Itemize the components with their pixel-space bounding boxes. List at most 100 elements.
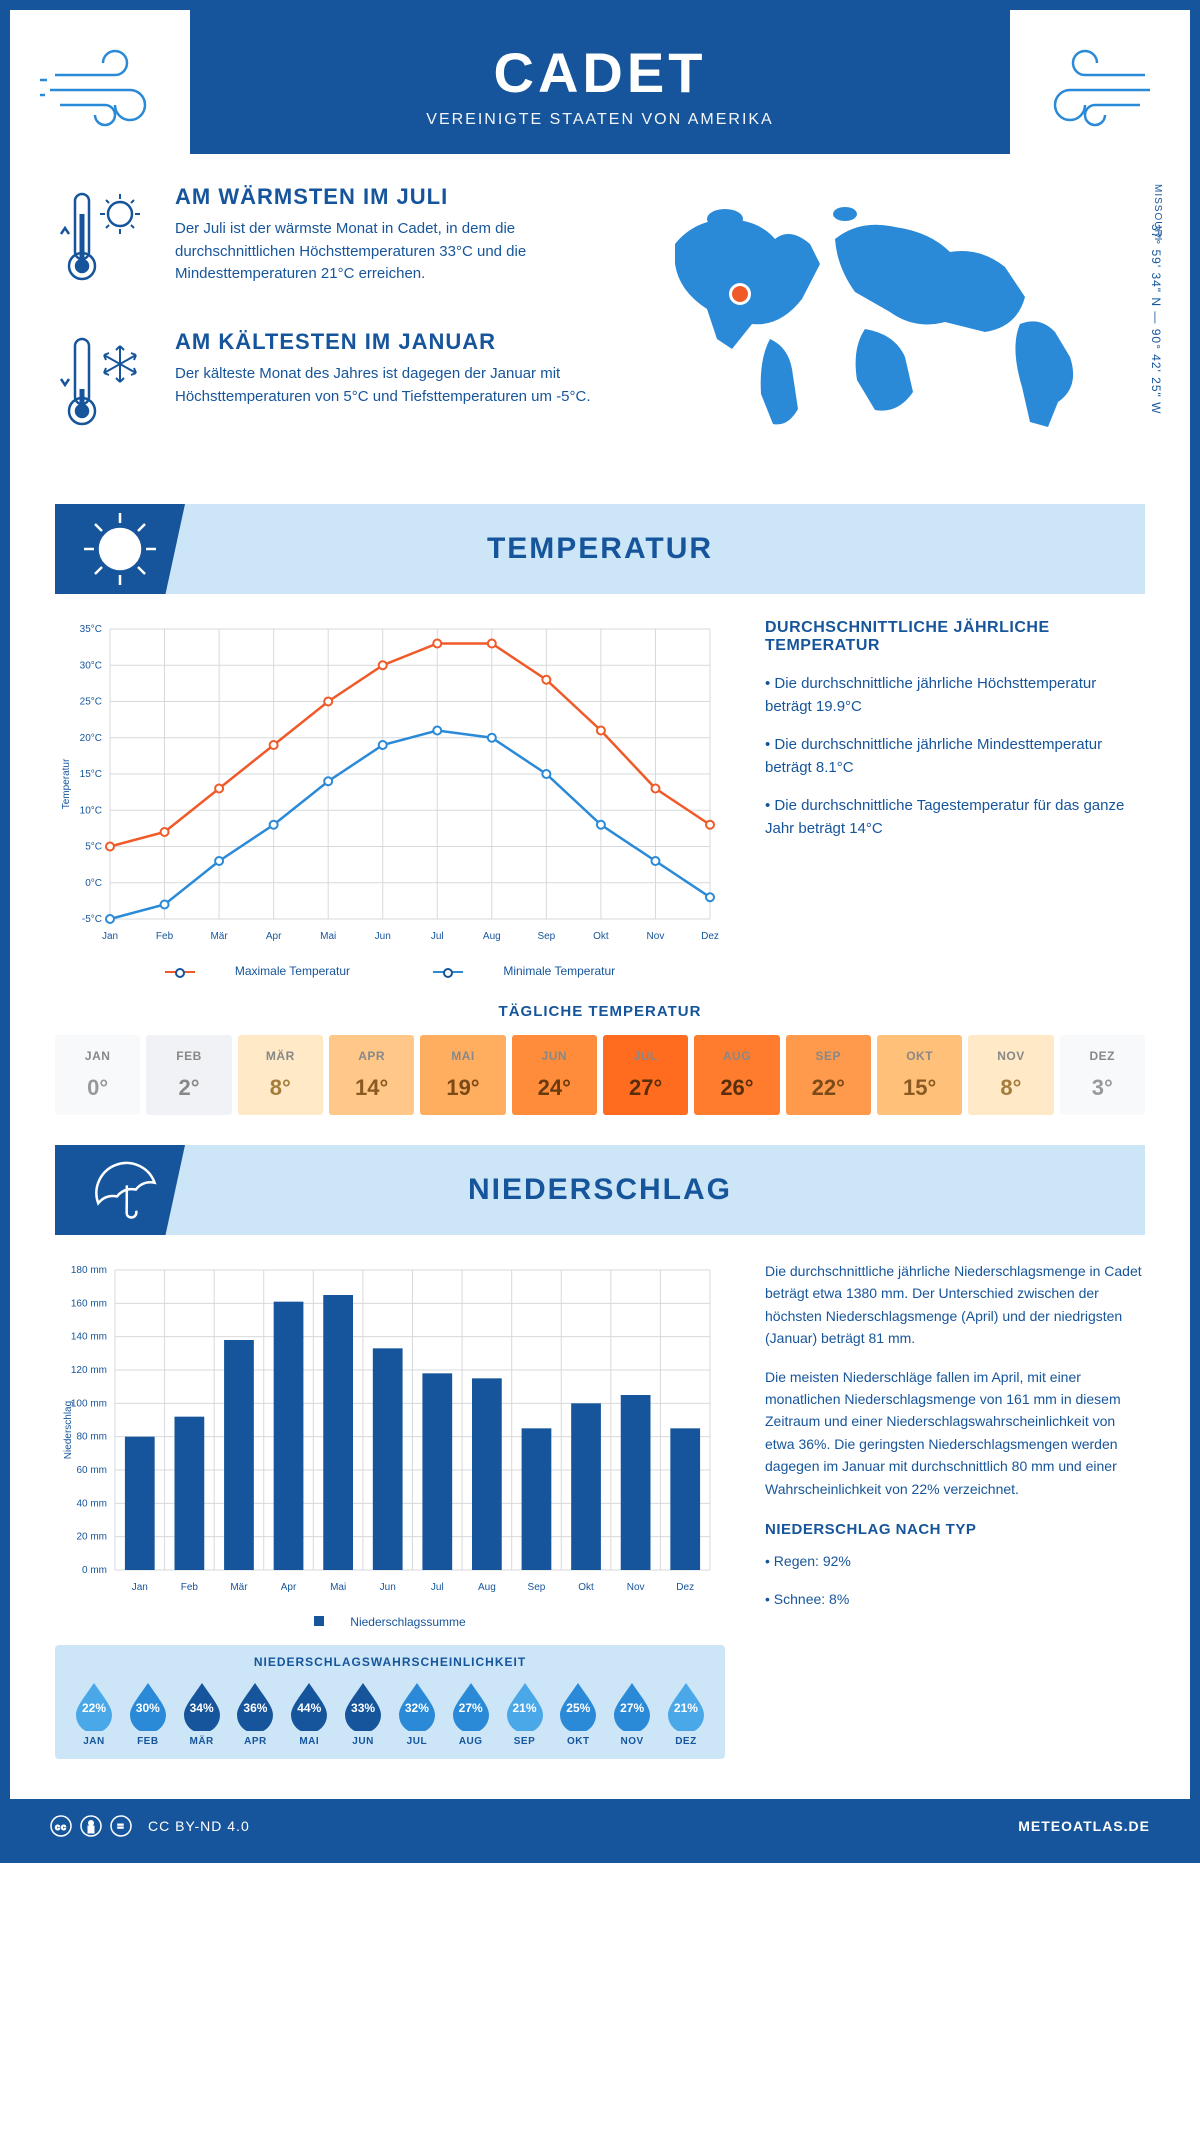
svg-text:30°C: 30°C [80,660,102,671]
temperature-chart: -5°C0°C5°C10°C15°C20°C25°C30°C35°CJanFeb… [55,619,725,949]
svg-text:10°C: 10°C [80,805,102,816]
temperature-section-header: TEMPERATUR [55,504,1145,594]
prob-drop: 21%SEP [500,1679,550,1747]
coldest-title: AM KÄLTESTEN IM JANUAR [175,329,595,355]
svg-text:180 mm: 180 mm [71,1265,107,1276]
prob-drop: 33%JUN [338,1679,388,1747]
temp-legend: Maximale Temperatur Minimale Temperatur [55,964,725,978]
header-corner-right [1010,10,1190,160]
svg-text:Jul: Jul [431,931,444,942]
temp-bullet-2: • Die durchschnittliche jährliche Mindes… [765,734,1145,779]
prob-drop: 27%AUG [446,1679,496,1747]
precip-legend: Niederschlagssumme [55,1615,725,1629]
svg-text:Temperatur: Temperatur [61,758,72,809]
svg-text:0°C: 0°C [85,878,102,889]
svg-text:160 mm: 160 mm [71,1298,107,1309]
page-frame: CADET VEREINIGTE STAATEN VON AMERIKA AM … [0,0,1200,1863]
coords-label: 37° 59' 34" N — 90° 42' 25" W [1149,224,1163,414]
daily-temp-cell: SEP22° [786,1035,871,1115]
precip-type-title: NIEDERSCHLAG NACH TYP [765,1518,1145,1542]
daily-temp-title: TÄGLICHE TEMPERATUR [55,1003,1145,1020]
svg-text:20 mm: 20 mm [76,1532,107,1543]
daily-temp-grid: JAN0°FEB2°MÄR8°APR14°MAI19°JUN24°JUL27°A… [55,1035,1145,1115]
prob-drop: 30%FEB [123,1679,173,1747]
svg-text:Dez: Dez [701,931,719,942]
svg-text:0 mm: 0 mm [82,1565,107,1576]
prob-title: NIEDERSCHLAGSWAHRSCHEINLICHKEIT [69,1655,711,1669]
daily-temp-cell: APR14° [329,1035,414,1115]
prob-drop: 27%NOV [607,1679,657,1747]
svg-text:5°C: 5°C [85,842,102,853]
coldest-text: Der kälteste Monat des Jahres ist dagege… [175,363,595,408]
temp-summary-title: DURCHSCHNITTLICHE JÄHRLICHE TEMPERATUR [765,619,1145,655]
svg-text:Sep: Sep [528,1582,546,1593]
warmest-text: Der Juli ist der wärmste Monat in Cadet,… [175,218,595,286]
extremes-column: AM WÄRMSTEN IM JULI Der Juli ist der wär… [55,184,595,474]
svg-text:100 mm: 100 mm [71,1398,107,1409]
prob-drop: 22%JAN [69,1679,119,1747]
precip-legend-label: Niederschlagssumme [350,1615,465,1629]
prob-drop: 36%APR [230,1679,280,1747]
daily-temp-cell: MAI19° [420,1035,505,1115]
daily-temp-cell: JUN24° [512,1035,597,1115]
svg-text:cc: cc [55,1822,67,1832]
temp-summary: DURCHSCHNITTLICHE JÄHRLICHE TEMPERATUR •… [765,619,1145,978]
daily-temp-cell: AUG26° [694,1035,779,1115]
cc-license: cc = CC BY-ND 4.0 [50,1815,250,1837]
svg-text:Niederschlag: Niederschlag [63,1401,74,1459]
site-name: METEOATLAS.DE [1018,1818,1150,1834]
country-name: VEREINIGTE STAATEN VON AMERIKA [10,111,1190,129]
svg-text:Mär: Mär [210,931,228,942]
warmest-title: AM WÄRMSTEN IM JULI [175,184,595,210]
prob-drop: 32%JUL [392,1679,442,1747]
thermometer-hot-icon [55,184,155,294]
thermometer-cold-icon [55,329,155,439]
world-map: MISSOURI 37° 59' 34" N — 90° 42' 25" W [625,184,1145,474]
prob-drop: 21%DEZ [661,1679,711,1747]
svg-text:Nov: Nov [647,931,665,942]
svg-text:Mai: Mai [330,1582,346,1593]
svg-text:Okt: Okt [593,931,609,942]
legend-max: Maximale Temperatur [235,964,350,978]
sun-icon [55,504,185,594]
svg-text:Jan: Jan [132,1582,148,1593]
svg-text:Nov: Nov [627,1582,645,1593]
svg-text:35°C: 35°C [80,624,102,635]
precip-text: Die durchschnittliche jährliche Niedersc… [765,1260,1145,1759]
header-corner-left [10,10,190,160]
svg-text:Aug: Aug [483,931,501,942]
daily-temp-cell: JUL27° [603,1035,688,1115]
svg-text:140 mm: 140 mm [71,1332,107,1343]
warmest-block: AM WÄRMSTEN IM JULI Der Juli ist der wär… [55,184,595,299]
svg-text:Apr: Apr [266,931,282,942]
svg-text:Jun: Jun [380,1582,396,1593]
svg-text:80 mm: 80 mm [76,1432,107,1443]
svg-text:60 mm: 60 mm [76,1465,107,1476]
prob-drop: 44%MAI [284,1679,334,1747]
precipitation-section-header: NIEDERSCHLAG [55,1145,1145,1235]
svg-text:Mai: Mai [320,931,336,942]
temperature-title: TEMPERATUR [487,532,713,565]
svg-text:40 mm: 40 mm [76,1498,107,1509]
svg-text:Feb: Feb [181,1582,199,1593]
precip-type-1: • Regen: 92% [765,1550,1145,1572]
precip-probability-bar: NIEDERSCHLAGSWAHRSCHEINLICHKEIT 22%JAN30… [55,1645,725,1759]
svg-text:Dez: Dez [676,1582,694,1593]
precip-type-2: • Schnee: 8% [765,1588,1145,1610]
prob-drop: 25%OKT [553,1679,603,1747]
svg-text:120 mm: 120 mm [71,1365,107,1376]
daily-temp-cell: NOV8° [968,1035,1053,1115]
umbrella-icon [55,1145,185,1235]
footer: cc = CC BY-ND 4.0 METEOATLAS.DE [10,1799,1190,1853]
daily-temp-cell: DEZ3° [1060,1035,1145,1115]
legend-min: Minimale Temperatur [503,964,615,978]
content: AM WÄRMSTEN IM JULI Der Juli ist der wär… [10,154,1190,1799]
coldest-block: AM KÄLTESTEN IM JANUAR Der kälteste Mona… [55,329,595,444]
prob-drop: 34%MÄR [177,1679,227,1747]
svg-text:25°C: 25°C [80,697,102,708]
temp-bullet-3: • Die durchschnittliche Tagestemperatur … [765,795,1145,840]
precip-p1: Die durchschnittliche jährliche Niedersc… [765,1260,1145,1350]
svg-text:=: = [117,1821,124,1833]
daily-temp-cell: JAN0° [55,1035,140,1115]
svg-text:15°C: 15°C [80,769,102,780]
